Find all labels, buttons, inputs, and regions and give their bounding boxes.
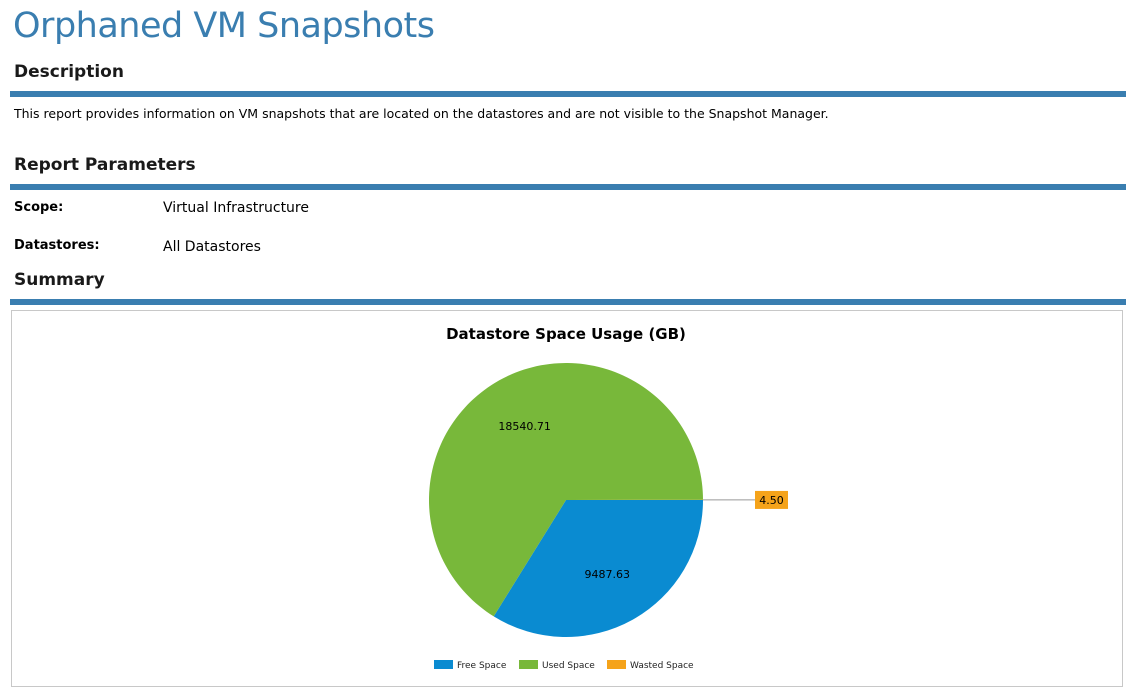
legend-item-wasted-space: Wasted Space <box>607 660 694 671</box>
param-datastores-value: All Datastores <box>163 239 261 255</box>
wasted-space-label: 4.50 <box>759 494 784 507</box>
description-heading: Description <box>14 62 124 82</box>
legend-swatch <box>607 660 626 669</box>
description-divider <box>10 91 1126 97</box>
free-space-label: 9487.63 <box>585 568 631 581</box>
legend-item-free-space: Free Space <box>434 660 507 671</box>
param-scope-value: Virtual Infrastructure <box>163 200 309 216</box>
summary-heading: Summary <box>14 270 105 290</box>
param-scope-label: Scope: <box>14 200 64 215</box>
legend-swatch <box>519 660 538 669</box>
summary-divider <box>10 299 1126 305</box>
used-space-slice <box>429 363 703 617</box>
chart-title: Datastore Space Usage (GB) <box>446 325 686 343</box>
free-space-slice <box>493 500 703 637</box>
used-space-label: 18540.71 <box>498 420 551 433</box>
legend-label: Wasted Space <box>630 661 694 671</box>
pie-chart: Datastore Space Usage (GB) 9487.63 18540.… <box>429 325 788 671</box>
legend-label: Free Space <box>457 661 507 671</box>
legend-item-used-space: Used Space <box>519 660 595 671</box>
description-text: This report provides information on VM s… <box>14 106 829 121</box>
parameters-divider <box>10 184 1126 190</box>
wasted-space-label-box <box>755 490 788 509</box>
page-title: Orphaned VM Snapshots <box>13 6 435 46</box>
chart-container: Datastore Space Usage (GB) 9487.63 18540.… <box>11 310 1123 687</box>
param-datastores-label: Datastores: <box>14 238 100 253</box>
legend-label: Used Space <box>542 661 595 671</box>
legend-swatch <box>434 660 453 669</box>
parameters-heading: Report Parameters <box>14 155 196 175</box>
